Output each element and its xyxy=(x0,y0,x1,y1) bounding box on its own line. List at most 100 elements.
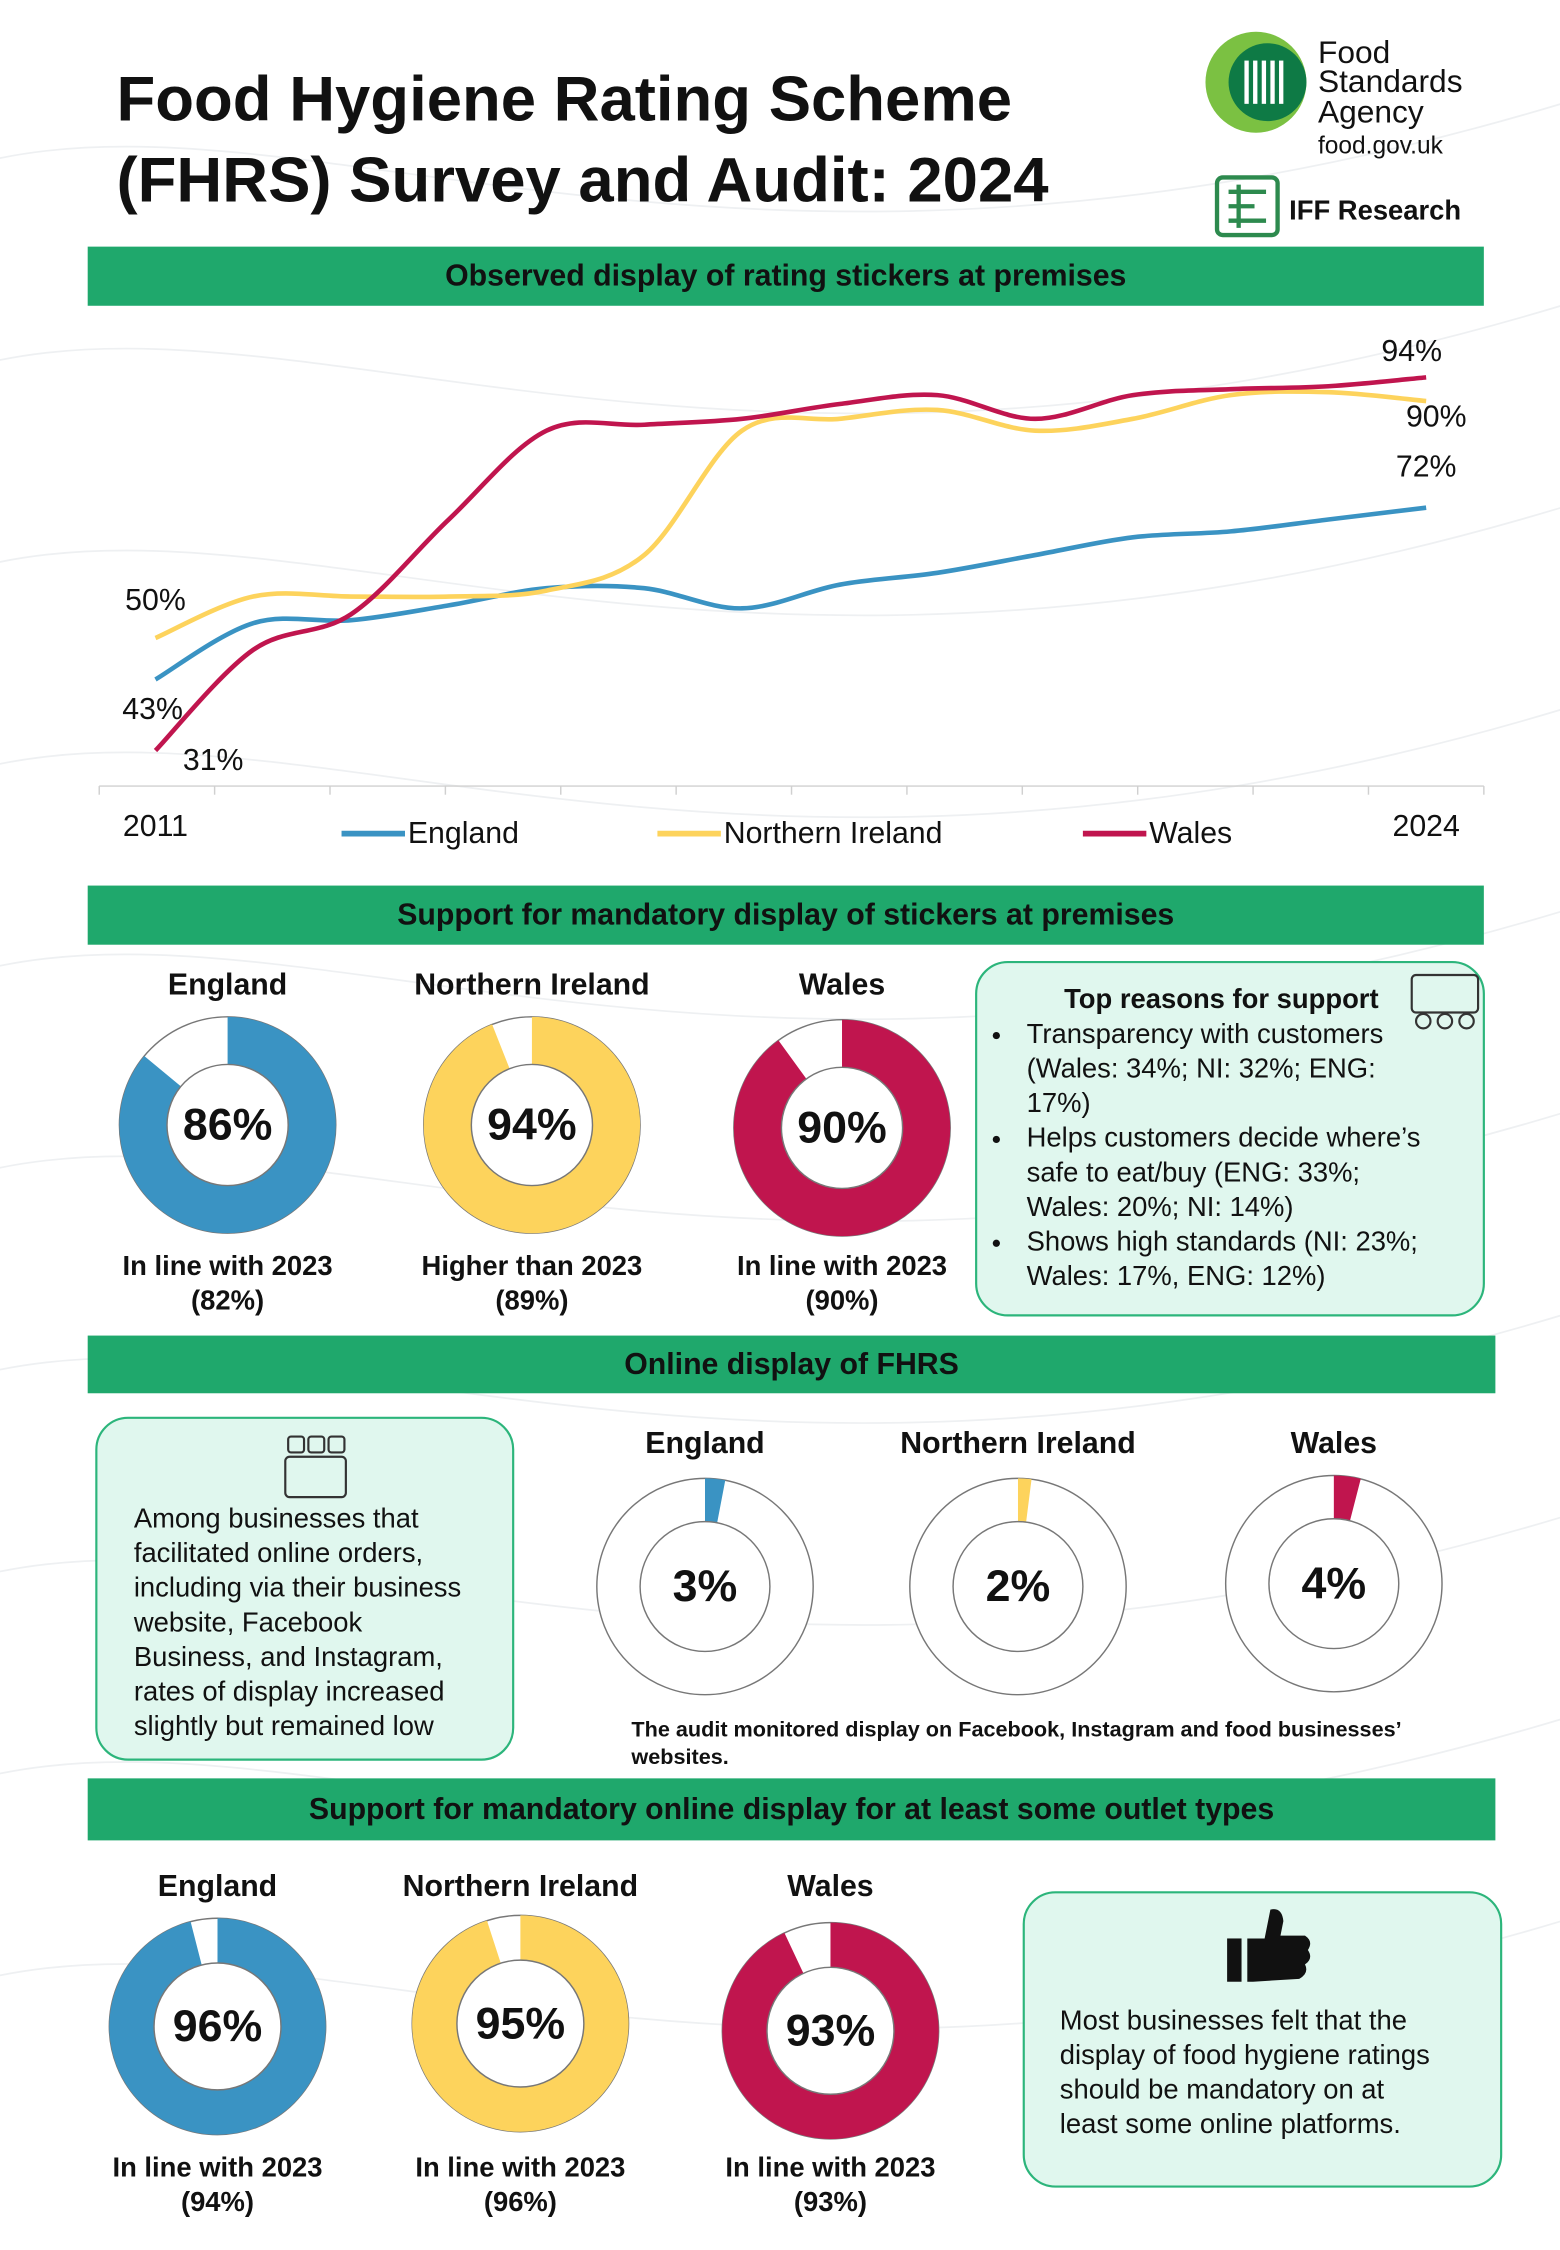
donut-hole xyxy=(780,1066,904,1190)
people-icon-head xyxy=(1458,1012,1475,1030)
online-info-line: slightly but remained low xyxy=(134,1710,434,1741)
donut-note: (96%) xyxy=(484,2186,557,2217)
donut-hole xyxy=(952,1520,1084,1653)
donut-hole xyxy=(456,1959,585,2088)
line-series xyxy=(154,389,1427,641)
donut-segment xyxy=(1017,1478,1032,1523)
bullet xyxy=(992,1239,1000,1247)
online-info-line: website, Facebook xyxy=(133,1606,363,1637)
donut-note: In line with 2023 xyxy=(123,1250,333,1281)
section-heading-bar xyxy=(87,885,1484,945)
title-line: Food Hygiene Rating Scheme xyxy=(117,65,1013,135)
donut-value-label: 90% xyxy=(797,1104,886,1153)
donut-segment xyxy=(119,1016,336,1234)
data-label: 90% xyxy=(1406,400,1467,433)
reason-line: Wales: 20%; NI: 14%) xyxy=(1027,1191,1294,1222)
iff-logo-glyph xyxy=(1228,184,1267,228)
donut-segment xyxy=(704,1478,726,1523)
section-heading: Observed display of rating stickers at p… xyxy=(445,260,1126,293)
title-line: (FHRS) Survey and Audit: 2024 xyxy=(117,145,1049,215)
x-tick-label: 2024 xyxy=(1392,810,1459,843)
background-curve xyxy=(0,305,1560,415)
donut-value-label: 2% xyxy=(986,1562,1051,1611)
section-heading-bar xyxy=(87,246,1484,306)
legend-label: England xyxy=(408,817,519,850)
mandatory-info-line: Most businesses felt that the xyxy=(1060,2004,1407,2035)
fsa-logo-text: Agency xyxy=(1318,93,1424,129)
section-heading-bar xyxy=(87,1778,1496,1841)
donut-segment xyxy=(109,1918,326,2135)
mandatory-info-line: should be mandatory on at xyxy=(1060,2074,1385,2105)
donut-value-label: 96% xyxy=(173,2002,262,2051)
reason-line: Wales: 17%, ENG: 12%) xyxy=(1027,1260,1326,1291)
donut-value-label: 3% xyxy=(673,1562,738,1611)
donut-hole xyxy=(1268,1518,1400,1650)
reason-line: safe to eat/buy (ENG: 33%; xyxy=(1027,1156,1360,1187)
donut-note: (82%) xyxy=(191,1285,264,1316)
fsa-logo-fork xyxy=(1244,60,1249,104)
donut-hole xyxy=(766,1966,895,2095)
section-heading-bar xyxy=(87,1335,1496,1394)
data-label: 43% xyxy=(122,693,183,726)
mandatory-info-box xyxy=(1022,1891,1503,2188)
online-footnote: websites. xyxy=(630,1744,728,1769)
donut-hole xyxy=(639,1520,771,1653)
reason-line: Helps customers decide where’s xyxy=(1027,1122,1421,1153)
donut-name: Wales xyxy=(799,969,885,1002)
social-icon-glyph xyxy=(327,1435,346,1454)
section-heading: Support for mandatory display of sticker… xyxy=(397,899,1174,932)
people-icon-head xyxy=(1414,1012,1432,1030)
bullet xyxy=(992,1031,1000,1040)
donut-note: (89%) xyxy=(495,1285,568,1316)
donut-note: In line with 2023 xyxy=(725,2151,935,2182)
thumbs-up-cuff xyxy=(1227,1938,1242,1982)
section-heading: Support for mandatory online display for… xyxy=(309,1793,1274,1826)
legend-label: Northern Ireland xyxy=(724,817,943,850)
online-info-line: Business, and Instagram, xyxy=(134,1641,443,1672)
background-curve xyxy=(0,708,1560,819)
donut-name: England xyxy=(158,1870,277,1903)
fsa-logo-text: food.gov.uk xyxy=(1318,133,1444,160)
x-tick-label: 2011 xyxy=(123,810,188,843)
line-series xyxy=(154,505,1427,682)
donut-segment xyxy=(423,1016,641,1234)
fsa-logo-fork xyxy=(1261,60,1267,104)
online-info-box xyxy=(95,1416,515,1761)
donut-hole xyxy=(153,1962,282,2091)
donut-name: Northern Ireland xyxy=(414,969,649,1002)
online-footnote: The audit monitored display on Facebook,… xyxy=(631,1716,1401,1741)
donut-value-label: 93% xyxy=(786,2006,875,2055)
reason-line: (Wales: 34%; NI: 32%; ENG: xyxy=(1027,1052,1376,1083)
donut-hole xyxy=(166,1063,289,1187)
donut-value-label: 4% xyxy=(1302,1559,1367,1608)
thumbs-up-hand xyxy=(1247,1909,1311,1982)
donut-note: (93%) xyxy=(794,2186,867,2217)
online-info-line: facilitated online orders, xyxy=(134,1537,423,1568)
mandatory-info-line: least some online platforms. xyxy=(1060,2108,1401,2139)
legend-label: Wales xyxy=(1149,817,1232,850)
bullet xyxy=(992,1135,1000,1144)
reasons-title: Top reasons for support xyxy=(1064,983,1379,1014)
donut-note: (90%) xyxy=(805,1285,878,1316)
fsa-logo-fork xyxy=(1253,60,1258,104)
reason-line: Transparency with customers xyxy=(1027,1018,1384,1049)
donut-segment xyxy=(722,1922,939,2139)
donut-segment xyxy=(733,1019,951,1237)
reasons-box xyxy=(975,960,1485,1317)
donut-name: Northern Ireland xyxy=(403,1870,638,1903)
fsa-logo-text: Food xyxy=(1318,34,1390,70)
people-icon-head xyxy=(1436,1012,1454,1030)
line-series xyxy=(153,375,1427,753)
donut-value-label: 86% xyxy=(183,1101,272,1150)
online-info-line: rates of display increased xyxy=(134,1676,445,1707)
reason-line: Shows high standards (NI: 23%; xyxy=(1027,1226,1418,1257)
donut-segment xyxy=(1333,1475,1361,1521)
fsa-logo-mark-inner xyxy=(1228,43,1307,122)
online-info-line: Among businesses that xyxy=(134,1502,419,1533)
social-icon-glyph xyxy=(287,1435,306,1454)
online-info-line: including via their business xyxy=(134,1572,461,1603)
social-icon-glyph xyxy=(307,1435,326,1454)
donut-note: In line with 2023 xyxy=(737,1250,947,1281)
donut-name: England xyxy=(645,1427,764,1460)
